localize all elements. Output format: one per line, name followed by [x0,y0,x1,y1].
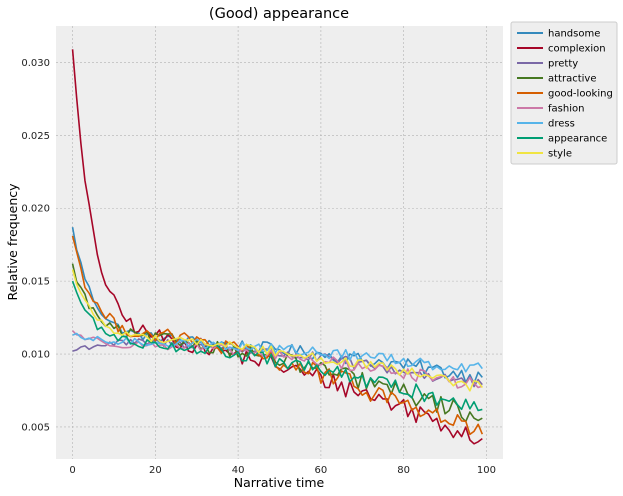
series-line-appearance [71,280,483,412]
x-tick-label: 20 [149,465,162,476]
legend-label: good-looking [548,89,613,100]
legend-label: complexion [548,44,606,55]
chart-title: (Good) appearance [209,6,349,22]
x-axis-label: Narrative time [234,475,325,490]
y-tick-label: 0.010 [21,350,50,361]
x-tick-label: 100 [477,465,496,476]
x-tick-label: 0 [69,465,75,476]
x-axis: 0 20 40 60 80 100 [69,465,496,476]
plot-background [56,26,503,459]
legend: handsome complexion pretty attractive good-l… [510,21,618,165]
y-tick-label: 0.030 [21,58,50,69]
y-tick-label: 0.015 [21,277,50,288]
legend-label: attractive [548,74,596,85]
legend-label: style [548,149,572,160]
y-tick-label: 0.020 [21,204,50,215]
grid [56,26,503,459]
y-tick-label: 0.005 [21,422,50,433]
legend-label: fashion [548,104,584,115]
x-tick-label: 40 [232,465,245,476]
series-line-dress [72,332,483,373]
legend-label: appearance [548,134,607,145]
legend-label: pretty [548,59,578,70]
series-lines [71,49,484,445]
legend-box [510,21,618,165]
y-axis-label: Relative frequency [5,183,20,301]
y-axis: 0.005 0.010 0.015 0.020 0.025 0.030 [21,58,50,433]
legend-label: handsome [548,29,600,40]
series-line-style [71,269,483,392]
y-tick-label: 0.025 [21,131,50,142]
legend-label: dress [548,119,575,130]
x-tick-label: 80 [397,465,410,476]
x-tick-label: 60 [315,465,328,476]
